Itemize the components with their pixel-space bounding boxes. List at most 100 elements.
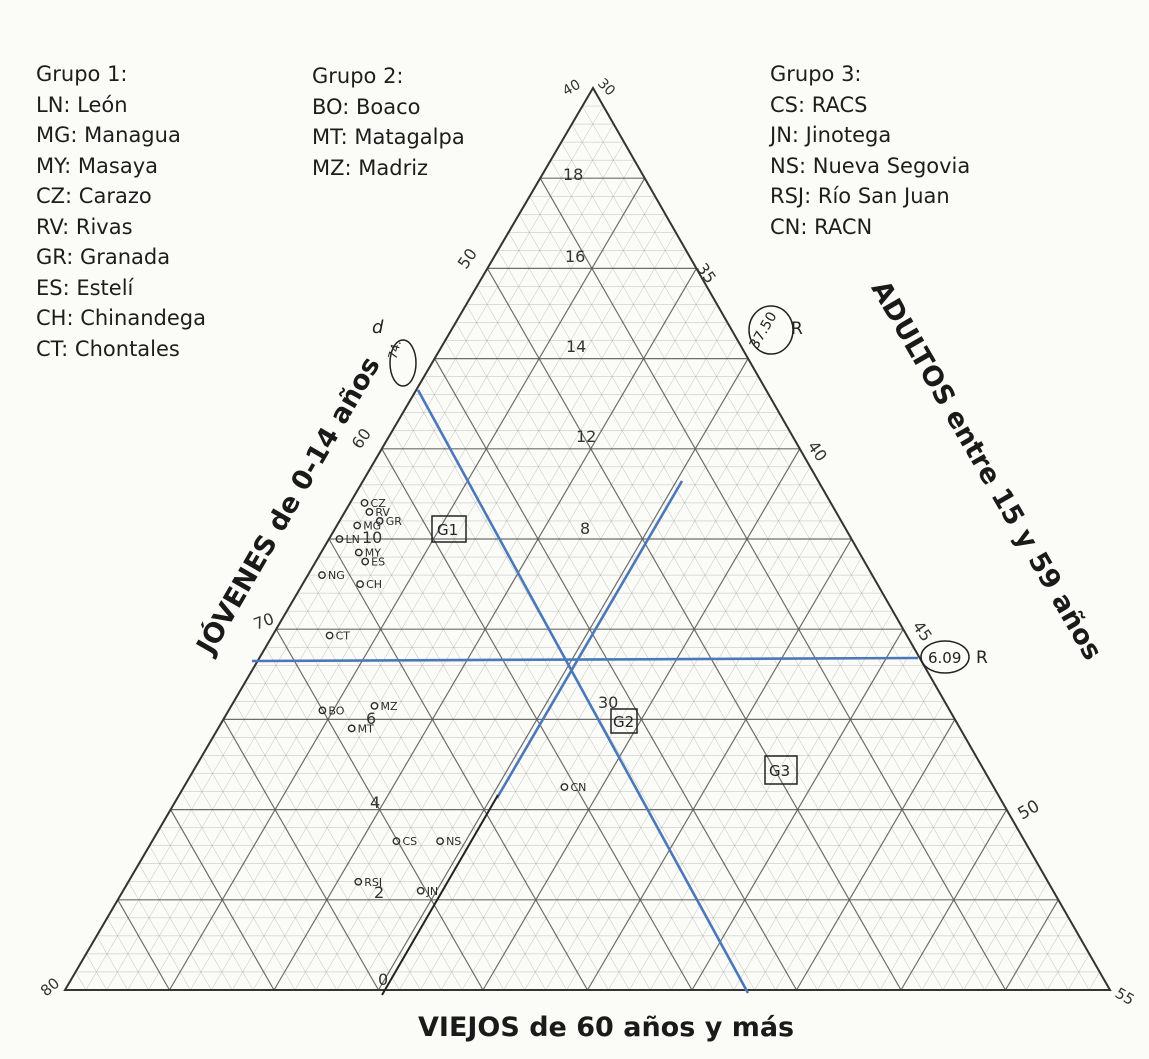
legend-item: RSJ: Río San Juan	[770, 184, 950, 208]
legend-group-2: Grupo 2: BO: Boaco MT: Matagalpa MZ: Mad…	[312, 61, 465, 183]
point-marker	[365, 508, 374, 516]
legend-item: LN: León	[36, 92, 128, 117]
grid-line	[328, 538, 589, 991]
group-label-g3: G3	[769, 762, 790, 780]
scale-8: 8	[580, 519, 590, 538]
grid-line	[539, 177, 1007, 991]
reference-line-right	[495, 480, 684, 799]
scale-4: 4	[370, 793, 380, 812]
point-label: ES	[371, 556, 385, 569]
corner-label-bottom-left: 80	[37, 974, 63, 1000]
scale-6: 6	[366, 709, 376, 728]
point-label: GR	[386, 515, 403, 528]
reference-line-horizontal	[251, 656, 919, 663]
right-lower-value: 6.09	[928, 649, 961, 667]
corner-label-top-left: 40	[560, 77, 583, 100]
grid-line	[476, 286, 881, 991]
point-marker	[360, 499, 369, 507]
grid-line	[148, 160, 635, 991]
corner-label-bottom-right: 55	[1112, 984, 1138, 1009]
group-boxes	[431, 515, 798, 785]
grid-line	[117, 899, 171, 991]
left-tick-50: 50	[454, 245, 481, 273]
grid-line	[461, 430, 790, 991]
legend-item: ES: Estelí	[36, 275, 134, 300]
point-label: MY	[365, 547, 381, 560]
grid-line	[168, 177, 646, 991]
grid-line	[423, 376, 776, 991]
handwritten-scale: 18 16 14 12 10 8 6 4 2 0 30	[362, 165, 618, 989]
group-box-g2	[610, 708, 638, 734]
point-marker	[318, 706, 327, 715]
grid-line	[211, 214, 666, 991]
legend-item: CH: Chinandega	[36, 306, 206, 330]
group-label-g1: G1	[437, 521, 458, 539]
grid-line	[349, 502, 630, 991]
point-label: MT	[358, 722, 374, 735]
grid-line	[180, 791, 296, 991]
left-reference-value: 74.	[385, 339, 403, 361]
legend-group-3: Grupo 3: CS: RACS JN: Jinotega NS: Nueva…	[770, 59, 970, 242]
scale-10: 10	[362, 528, 382, 547]
point-marker	[416, 886, 425, 895]
data-point-ln: LN	[335, 533, 360, 546]
handwritten-guide-line	[381, 794, 499, 996]
legend-item: GR: Granada	[36, 245, 171, 269]
grid-line	[582, 105, 1090, 991]
point-marker	[318, 571, 326, 579]
point-label: CH	[366, 578, 382, 591]
legend-item: MY: Masaya	[36, 153, 159, 178]
legend-group-1: Grupo 1: LN: León MG: Managua MY: Masaya…	[36, 59, 206, 364]
major-grid	[117, 177, 1059, 991]
point-label: LN	[345, 533, 359, 546]
scale-18: 18	[563, 165, 583, 184]
legend-item: CZ: Carazo	[36, 184, 152, 208]
grid-line	[838, 755, 976, 991]
triangle-outline	[63, 86, 1112, 991]
point-label: RV	[375, 506, 390, 519]
grid-line	[550, 160, 1027, 991]
grid-line	[252, 250, 687, 991]
grid-line	[244, 683, 421, 991]
point-marker	[347, 724, 356, 733]
scale-0: 0	[378, 970, 388, 989]
grid-line	[795, 719, 956, 991]
data-point-es: ES	[361, 556, 385, 569]
grid-line	[202, 755, 337, 991]
bottom-axis-title: VIEJOS de 60 años y más	[418, 1012, 795, 1043]
legend-item: MZ: Madriz	[312, 155, 429, 180]
left-tick-70: 70	[251, 609, 277, 634]
grid-line	[75, 971, 87, 991]
point-marker	[354, 548, 363, 557]
data-point-my: MY	[354, 547, 381, 560]
point-marker	[354, 877, 363, 886]
grid-line	[286, 611, 505, 991]
data-point-cn: CN	[560, 781, 586, 794]
point-label: CT	[336, 630, 351, 643]
grid-line	[1047, 935, 1080, 991]
grid-line	[434, 358, 798, 991]
grid-line	[561, 141, 1048, 991]
point-marker	[353, 521, 362, 530]
point-label: BO	[328, 704, 344, 717]
scale-16: 16	[565, 247, 585, 266]
scale-2: 2	[374, 883, 384, 902]
point-marker	[325, 631, 334, 640]
point-marker	[361, 557, 370, 566]
grid-line	[921, 827, 1018, 991]
right-upper-note: R	[791, 319, 803, 339]
right-upper-oval	[748, 305, 794, 355]
grid-line	[138, 863, 212, 991]
grid-line	[85, 105, 604, 991]
point-label: NG	[328, 569, 345, 582]
grid-line	[963, 863, 1038, 991]
legend-item: BO: Boaco	[312, 94, 421, 119]
grid-line	[377, 358, 749, 991]
point-marker	[560, 783, 569, 791]
right-upper-value: 37.50	[747, 309, 781, 352]
grid-line	[392, 430, 714, 991]
point-marker	[392, 837, 401, 846]
grid-line	[754, 683, 935, 991]
